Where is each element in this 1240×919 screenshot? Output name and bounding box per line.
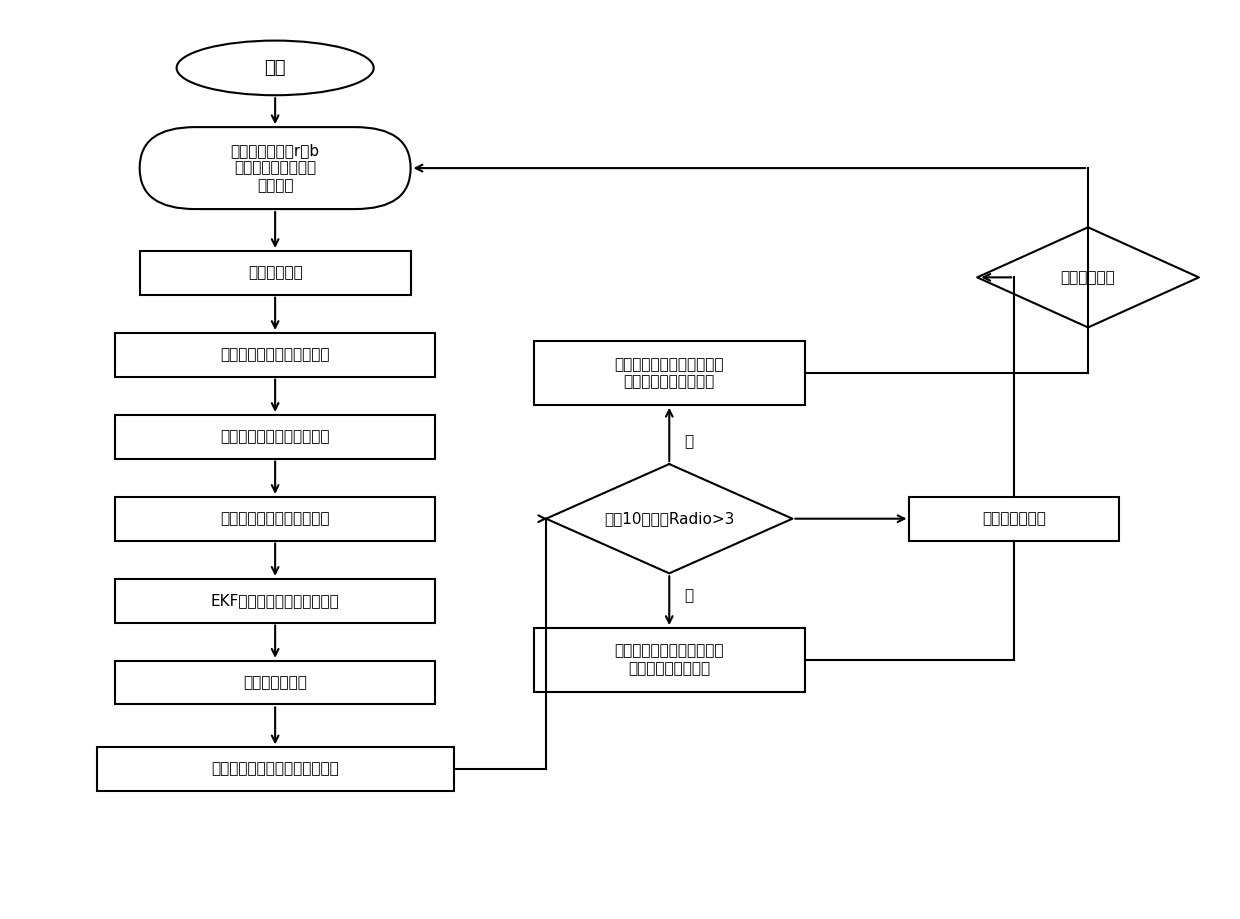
Text: 选择共有卫星组成双差方程: 选择共有卫星组成双差方程 — [221, 429, 330, 444]
Text: 开始: 开始 — [264, 59, 286, 77]
Bar — [140, 251, 410, 295]
Text: 是: 是 — [684, 588, 693, 604]
Bar — [115, 661, 435, 705]
Bar — [115, 333, 435, 377]
Text: 站间单差模糊度: 站间单差模糊度 — [243, 675, 308, 690]
Text: 连续10个历元Radio>3: 连续10个历元Radio>3 — [604, 511, 734, 527]
Bar — [909, 497, 1118, 540]
Text: 码与载波相位双差残差检验: 码与载波相位双差残差检验 — [221, 511, 330, 527]
Bar — [533, 341, 805, 405]
Bar — [97, 747, 454, 791]
Text: 计算卫星位置: 计算卫星位置 — [248, 266, 303, 280]
Text: 码与载波相位非差残差检验: 码与载波相位非差残差检验 — [221, 347, 330, 362]
Text: 模糊度模糊度固定，当前历
元基线向量为固定解: 模糊度模糊度固定，当前历 元基线向量为固定解 — [615, 643, 724, 676]
Text: 否: 否 — [684, 434, 693, 448]
Bar — [115, 497, 435, 540]
Text: 模糊度模糊度不固定，当前
历元基线向量为浮点解: 模糊度模糊度不固定，当前 历元基线向量为浮点解 — [615, 357, 724, 389]
Text: 解算载体测向值: 解算载体测向值 — [982, 511, 1047, 527]
Bar — [115, 579, 435, 622]
Text: 单差模糊度构建双差模糊度搜索: 单差模糊度构建双差模糊度搜索 — [211, 762, 339, 777]
Text: 实时读入接收机r和b
当前历元观测数据和
导航星历: 实时读入接收机r和b 当前历元观测数据和 导航星历 — [231, 143, 320, 193]
Text: EKF滤波及相关矩阵参数更新: EKF滤波及相关矩阵参数更新 — [211, 593, 340, 608]
Text: 下一解算历元: 下一解算历元 — [1060, 270, 1116, 285]
Bar — [115, 414, 435, 459]
Bar — [533, 628, 805, 692]
